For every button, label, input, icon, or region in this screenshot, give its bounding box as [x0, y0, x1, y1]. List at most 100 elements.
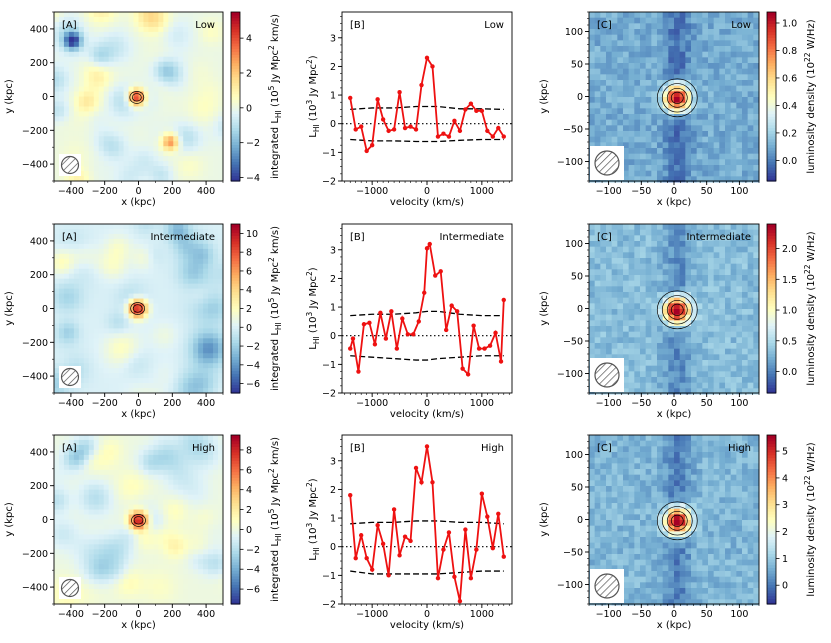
panel-a-pixel: [128, 529, 134, 535]
panel-a-pixel: [138, 318, 144, 324]
panel-b-spectrum-point: [378, 310, 383, 315]
panel-c-pixel: [685, 131, 692, 138]
panel-c-pixel: [611, 119, 618, 126]
panel-a-pixel: [158, 41, 164, 48]
panel-c-pixel: [600, 51, 607, 58]
panel-a-pixel: [73, 444, 80, 451]
panel-c-pixel: [662, 68, 669, 75]
panel-a-pixel: [203, 333, 209, 339]
panel-a-pixel: [148, 26, 154, 33]
panel-a-pixel: [98, 504, 105, 510]
panel-a-pixel: [73, 258, 80, 265]
panel-c-pixel: [696, 85, 703, 92]
panel-a-pixel: [163, 569, 169, 575]
panel-a-pixel: [58, 348, 65, 354]
panel-a-colorbar-step: [231, 544, 240, 549]
panel-c-pixel: [696, 131, 703, 138]
panel-a-pixel: [193, 96, 199, 102]
panel-a-pixel: [178, 454, 184, 461]
panel-a-pixel: [193, 559, 199, 565]
panel-a-pixel: [133, 343, 139, 349]
panel-c-pixel: [662, 114, 669, 121]
panel-c-pixel: [589, 51, 596, 58]
panel-a-pixel: [208, 333, 214, 339]
panel-a-ytick-label: 0: [42, 304, 48, 315]
panel-a-pixel: [138, 228, 144, 235]
panel-c-pixel: [691, 68, 698, 75]
panel-a-pixel: [93, 228, 100, 235]
panel-a-pixel: [108, 228, 115, 235]
panel-a-pixel: [213, 156, 219, 162]
panel-a-pixel: [78, 439, 85, 446]
panel-a-pixel: [68, 363, 75, 369]
panel-a-pixel: [153, 494, 159, 501]
panel-a-pixel: [158, 71, 164, 78]
panel-a-pixel: [118, 529, 124, 535]
panel-a-pixel: [198, 343, 204, 349]
panel-a-pixel: [183, 579, 189, 585]
panel-a-pixel: [133, 435, 139, 441]
panel-a-pixel: [208, 111, 214, 117]
panel-c-pixel: [594, 102, 601, 109]
panel-c-pixel: [662, 119, 669, 126]
panel-c-pixel: [674, 131, 681, 138]
panel-a-pixel: [93, 126, 100, 132]
panel-a-pixel: [88, 328, 95, 334]
panel-a-pixel: [218, 176, 224, 182]
panel-a-pixel: [108, 519, 115, 525]
panel-a-colorbar-step: [231, 263, 240, 267]
panel-a-pixel: [143, 31, 149, 38]
panel-a-pixel: [54, 96, 60, 102]
panel-c-pixel: [645, 119, 652, 126]
panel-c-pixel: [696, 40, 703, 47]
panel-a-pixel: [68, 439, 75, 446]
panel-c-pixel: [628, 131, 635, 138]
panel-a-pixel: [113, 111, 120, 117]
panel-a-pixel: [108, 343, 115, 349]
panel-a-pixel: [118, 348, 124, 354]
panel-c-pixel: [685, 125, 692, 132]
panel-c-pixel: [674, 17, 681, 24]
panel-a-pixel: [98, 141, 105, 147]
panel-a-pixel: [54, 126, 60, 132]
panel-a-pixel: [88, 489, 95, 496]
panel-a-pixel: [93, 439, 100, 446]
panel-a-pixel: [188, 283, 194, 290]
panel-a-pixel: [113, 529, 120, 535]
panel-b-spectrum-point: [501, 554, 506, 559]
panel-b-spectrum-point: [496, 511, 501, 516]
panel-c-pixel: [674, 57, 681, 64]
panel-b-spectrum-point: [361, 322, 367, 327]
panel-a-pixel: [153, 328, 159, 334]
panel-a-pixel: [128, 519, 134, 525]
panel-a-pixel: [88, 559, 95, 565]
panel-a-pixel: [148, 373, 154, 379]
panel-a-pixel: [188, 388, 194, 394]
panel-a-pixel: [128, 243, 134, 250]
panel-a-pixel: [88, 363, 95, 369]
panel-a-pixel: [54, 484, 60, 491]
panel-a-pixel: [128, 166, 134, 172]
panel-a-pixel: [103, 126, 110, 132]
panel-a-pixel: [163, 253, 169, 260]
panel-a-pixel: [133, 464, 139, 471]
panel-a-pixel: [54, 31, 60, 38]
panel-a-pixel: [153, 554, 159, 560]
panel-a-pixel: [158, 373, 164, 379]
panel-a-pixel: [178, 363, 184, 369]
panel-c-pixel: [730, 108, 737, 115]
panel-a-pixel: [88, 293, 95, 299]
panel-a-pixel: [63, 278, 70, 285]
panel-c-pixel: [634, 63, 641, 70]
panel-a-pixel: [193, 258, 199, 265]
panel-a-pixel: [213, 71, 219, 78]
panel-c-pixel: [651, 142, 658, 149]
panel-a-pixel: [58, 464, 65, 471]
panel-a-pixel: [188, 539, 194, 545]
panel-a-pixel: [193, 278, 199, 285]
panel-a-pixel: [148, 86, 154, 92]
panel-b-spectrum-point: [364, 148, 369, 154]
panel-a-pixel: [148, 363, 154, 369]
panel-a-pixel: [133, 338, 139, 344]
panel-a-pixel: [143, 494, 149, 501]
